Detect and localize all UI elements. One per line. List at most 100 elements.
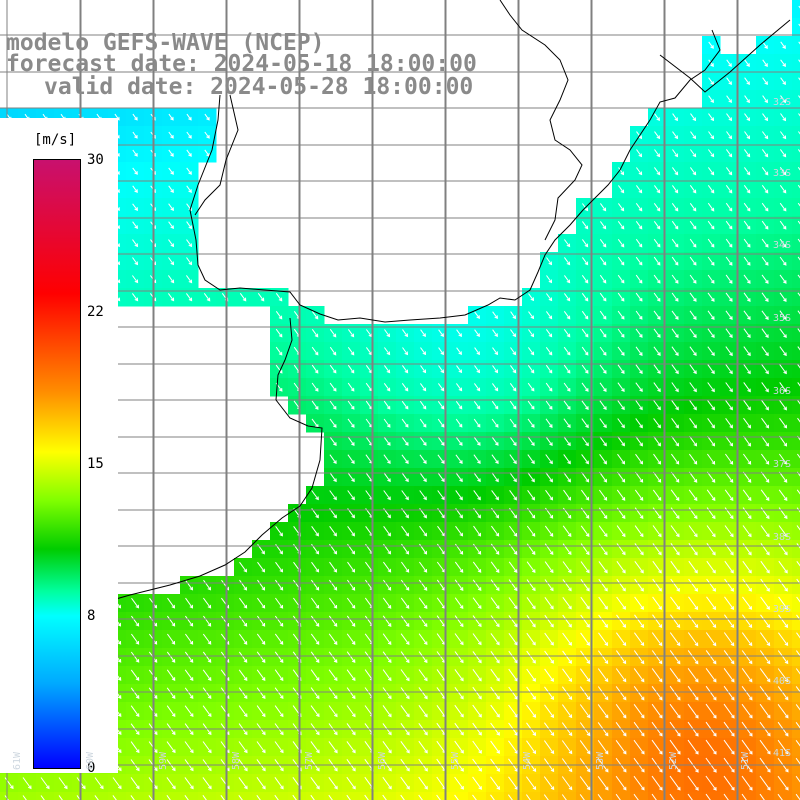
wind-arrow bbox=[310, 777, 320, 790]
wind-arrow bbox=[40, 795, 45, 800]
wind-arrow bbox=[797, 435, 800, 441]
wind-arrow bbox=[634, 489, 644, 501]
wind-arrow bbox=[759, 686, 771, 701]
wind-arrow bbox=[580, 614, 590, 628]
wind-arrow bbox=[617, 436, 625, 447]
wind-arrow bbox=[563, 382, 571, 392]
wind-arrow bbox=[707, 185, 715, 194]
lon-label-56w: 56W bbox=[377, 751, 388, 770]
wind-arrow bbox=[743, 274, 751, 284]
wind-arrow bbox=[184, 669, 194, 681]
wind-arrow bbox=[239, 293, 247, 302]
wind-arrow bbox=[132, 185, 138, 193]
wind-cell bbox=[792, 504, 800, 523]
wind-cell bbox=[792, 18, 800, 37]
wind-arrow bbox=[238, 795, 243, 800]
wind-arrow bbox=[742, 578, 752, 592]
wind-arrow bbox=[473, 490, 481, 501]
wind-arrow bbox=[778, 596, 788, 610]
wind-arrow bbox=[383, 383, 391, 392]
border-line bbox=[194, 94, 239, 216]
wind-arrow bbox=[797, 346, 800, 351]
wind-arrow bbox=[131, 597, 140, 609]
wind-arrow bbox=[166, 777, 176, 790]
wind-arrow bbox=[401, 454, 409, 464]
wind-arrow bbox=[130, 651, 140, 663]
wind-cell bbox=[792, 396, 800, 415]
wind-cell bbox=[792, 684, 800, 703]
wind-arrow bbox=[563, 311, 571, 320]
wind-cell bbox=[792, 522, 800, 541]
wind-arrow bbox=[633, 632, 645, 647]
wind-arrow bbox=[742, 507, 752, 520]
wind-arrow bbox=[168, 185, 174, 193]
wind-arrow bbox=[274, 597, 284, 609]
wind-cell bbox=[792, 72, 800, 91]
wind-arrow bbox=[795, 740, 800, 747]
wind-arrow bbox=[257, 293, 265, 302]
wind-cell bbox=[792, 630, 800, 649]
wind-arrow bbox=[544, 686, 555, 700]
wind-arrow bbox=[743, 435, 752, 447]
wind-cell bbox=[522, 792, 541, 800]
wind-arrow bbox=[597, 794, 603, 800]
wind-cell bbox=[666, 792, 685, 800]
wind-arrow bbox=[743, 238, 751, 248]
wind-arrow bbox=[669, 739, 681, 755]
wind-arrow bbox=[777, 686, 789, 701]
wind-arrow bbox=[669, 650, 681, 665]
wind-arrow bbox=[490, 579, 500, 592]
wind-arrow bbox=[490, 740, 500, 754]
wind-arrow bbox=[725, 220, 733, 230]
wind-arrow bbox=[275, 293, 283, 302]
wind-arrow bbox=[526, 561, 536, 574]
wind-arrow bbox=[167, 293, 175, 302]
wind-arrow bbox=[202, 633, 212, 645]
wind-arrow bbox=[526, 615, 536, 628]
wind-arrow bbox=[795, 775, 800, 783]
wind-arrow bbox=[545, 472, 553, 483]
wind-arrow bbox=[688, 507, 698, 520]
wind-arrow bbox=[670, 560, 680, 574]
wind-arrow bbox=[759, 739, 771, 755]
wind-arrow bbox=[382, 687, 392, 700]
wind-cell bbox=[612, 792, 631, 800]
wind-arrow bbox=[742, 489, 752, 501]
wind-arrow bbox=[725, 167, 733, 176]
wind-arrow bbox=[671, 238, 679, 248]
wind-arrow bbox=[328, 669, 338, 682]
wind-cell bbox=[792, 486, 800, 505]
wind-arrow bbox=[311, 526, 319, 537]
wind-arrow bbox=[274, 579, 284, 591]
wind-arrow bbox=[455, 418, 463, 428]
wind-arrow bbox=[741, 650, 753, 665]
wind-arrow bbox=[347, 364, 355, 374]
wind-arrow bbox=[510, 347, 517, 356]
wind-cell bbox=[432, 792, 451, 800]
wind-arrow bbox=[166, 615, 176, 627]
wind-arrow bbox=[652, 489, 662, 501]
wind-arrow bbox=[58, 795, 63, 800]
wind-arrow bbox=[400, 651, 410, 664]
wind-arrow bbox=[651, 703, 663, 719]
wind-arrow bbox=[491, 490, 499, 501]
wind-arrow bbox=[777, 775, 789, 791]
wind-arrow bbox=[132, 257, 139, 266]
wind-arrow bbox=[760, 543, 770, 556]
wind-arrow bbox=[544, 561, 554, 574]
wind-arrow bbox=[741, 614, 753, 629]
wind-arrow bbox=[741, 793, 747, 800]
wind-arrow bbox=[383, 365, 391, 374]
wind-arrow bbox=[510, 311, 516, 320]
wind-arrow bbox=[203, 579, 212, 591]
wind-cell bbox=[792, 738, 800, 757]
wind-arrow bbox=[130, 615, 140, 627]
wind-arrow bbox=[346, 633, 356, 645]
wind-arrow bbox=[400, 794, 405, 800]
wind-arrow bbox=[580, 596, 590, 610]
wind-arrow bbox=[419, 436, 427, 446]
wind-arrow bbox=[617, 400, 625, 411]
wind-arrow bbox=[131, 293, 139, 302]
wind-arrow bbox=[762, 77, 768, 86]
wind-cell bbox=[792, 558, 800, 577]
